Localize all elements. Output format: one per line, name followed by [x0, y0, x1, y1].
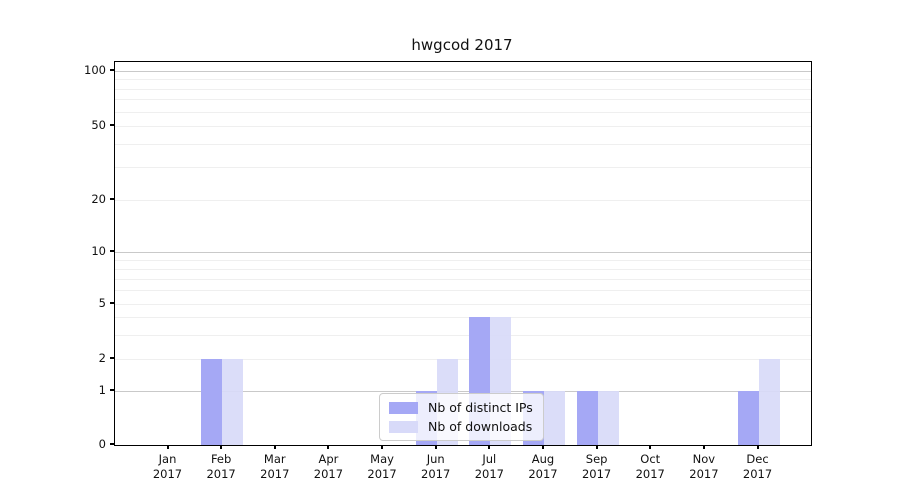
bar-feb-downloads — [222, 359, 244, 445]
gridline-70 — [115, 99, 811, 101]
y-tick-mark-50 — [110, 124, 114, 126]
x-tick-label-oct: Oct 2017 — [635, 452, 665, 481]
y-tick-mark-100 — [110, 69, 114, 71]
x-tick-label-jun: Jun 2017 — [421, 452, 451, 481]
y-tick-label-20: 20 — [91, 192, 106, 206]
x-tick-label-sep: Sep 2017 — [581, 452, 612, 481]
x-tick-label-jul: Jul 2017 — [474, 452, 504, 481]
bar-sep-distinct-ips — [576, 391, 598, 445]
x-tick-mark-nov — [702, 445, 705, 449]
x-tick-mark-feb — [220, 445, 223, 449]
y-tick-label-10: 10 — [91, 244, 106, 258]
x-tick-label-aug: Aug 2017 — [528, 452, 558, 481]
x-tick-mark-aug — [541, 445, 544, 449]
bar-sep-downloads — [597, 391, 619, 445]
plot-area: Nb of distinct IPs Nb of downloads — [114, 61, 812, 446]
gridline-100 — [115, 71, 811, 72]
x-tick-label-dec: Dec 2017 — [742, 452, 773, 481]
gridline-4 — [115, 317, 811, 319]
y-tick-label-100: 100 — [84, 63, 106, 77]
bar-dec-downloads — [758, 359, 780, 445]
x-tick-label-feb: Feb 2017 — [206, 452, 236, 481]
gridline-30 — [115, 167, 811, 169]
y-tick-mark-0 — [110, 443, 114, 445]
x-tick-label-nov: Nov 2017 — [689, 452, 719, 481]
legend-item-distinct-ips: Nb of distinct IPs — [389, 400, 533, 415]
gridline-50 — [115, 126, 811, 127]
gridline-8 — [115, 268, 811, 270]
x-tick-mark-sep — [595, 445, 598, 449]
legend-label-downloads: Nb of downloads — [428, 419, 533, 434]
chart-title: hwgcod 2017 — [411, 36, 513, 54]
y-tick-label-2: 2 — [98, 351, 106, 365]
x-tick-mark-mar — [273, 445, 276, 449]
y-tick-mark-10 — [110, 250, 114, 252]
x-tick-label-mar: Mar 2017 — [260, 452, 290, 481]
gridline-40 — [115, 144, 811, 146]
x-tick-mark-oct — [649, 445, 652, 449]
y-tick-label-5: 5 — [98, 296, 106, 310]
x-tick-label-jan: Jan 2017 — [152, 452, 183, 481]
gridline-60 — [115, 111, 811, 113]
bar-dec-distinct-ips — [737, 391, 759, 445]
x-tick-label-apr: Apr 2017 — [313, 452, 344, 481]
legend-swatch-distinct-ips-icon — [389, 401, 418, 414]
y-tick-mark-5 — [110, 302, 114, 304]
x-tick-label-may: May 2017 — [367, 452, 397, 481]
legend-item-downloads: Nb of downloads — [389, 419, 533, 434]
gridline-1 — [115, 391, 811, 392]
gridline-10 — [115, 252, 811, 253]
legend: Nb of distinct IPs Nb of downloads — [379, 393, 544, 441]
legend-swatch-downloads-icon — [389, 420, 418, 433]
gridline-80 — [115, 88, 811, 90]
bar-feb-distinct-ips — [201, 359, 223, 445]
gridline-7 — [115, 278, 811, 280]
gridline-2 — [115, 359, 811, 360]
x-tick-mark-may — [381, 445, 384, 449]
y-tick-mark-1 — [110, 389, 114, 391]
y-tick-label-50: 50 — [91, 118, 106, 132]
x-tick-mark-jun — [434, 445, 437, 449]
gridline-5 — [115, 304, 811, 305]
y-tick-label-0: 0 — [98, 437, 106, 451]
gridline-20 — [115, 200, 811, 201]
x-tick-mark-dec — [756, 445, 759, 449]
legend-label-distinct-ips: Nb of distinct IPs — [428, 400, 533, 415]
y-tick-label-1: 1 — [98, 383, 106, 397]
gridline-3 — [115, 334, 811, 336]
x-tick-mark-apr — [327, 445, 330, 449]
y-tick-mark-20 — [110, 198, 114, 200]
gridline-90 — [115, 79, 811, 81]
gridline-6 — [115, 290, 811, 292]
gridline-9 — [115, 259, 811, 261]
x-tick-mark-jan — [166, 445, 169, 449]
bar-aug-downloads — [543, 391, 565, 445]
x-tick-mark-jul — [488, 445, 491, 449]
y-tick-mark-2 — [110, 357, 114, 359]
